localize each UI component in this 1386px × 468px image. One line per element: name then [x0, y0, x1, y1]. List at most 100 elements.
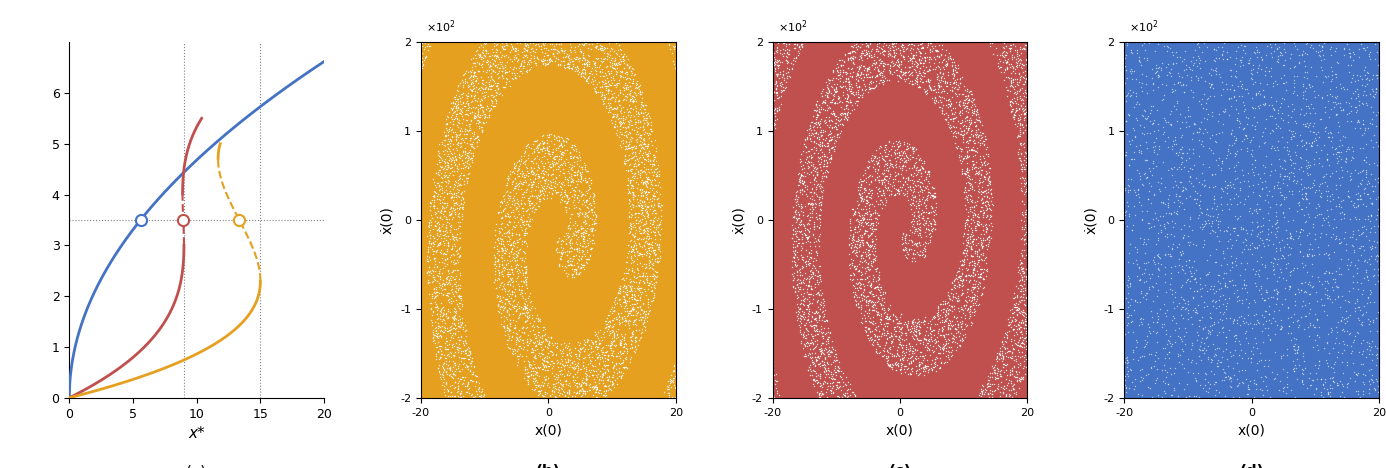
- Point: [891, 149, 913, 156]
- Point: [1003, 82, 1026, 89]
- Point: [636, 150, 658, 158]
- Point: [850, 322, 872, 329]
- Point: [647, 334, 669, 342]
- Point: [1170, 81, 1192, 89]
- Point: [647, 161, 669, 169]
- Point: [819, 61, 841, 68]
- Point: [523, 274, 545, 281]
- Point: [611, 137, 633, 144]
- Point: [1116, 359, 1138, 367]
- Point: [945, 263, 967, 270]
- Point: [865, 208, 887, 216]
- Point: [837, 78, 859, 86]
- Point: [478, 183, 500, 190]
- Point: [518, 39, 541, 47]
- Point: [1016, 198, 1038, 205]
- Point: [847, 344, 869, 352]
- Point: [980, 108, 1002, 115]
- Point: [502, 282, 524, 290]
- Point: [822, 60, 844, 67]
- Point: [1124, 382, 1146, 390]
- Point: [505, 99, 527, 106]
- Point: [797, 278, 819, 286]
- Point: [906, 107, 929, 114]
- Point: [492, 302, 514, 309]
- Point: [586, 131, 608, 138]
- Point: [769, 344, 791, 352]
- Point: [625, 107, 647, 115]
- Point: [947, 354, 969, 362]
- Point: [661, 223, 683, 231]
- Point: [1353, 88, 1375, 95]
- Point: [541, 64, 563, 72]
- Point: [977, 389, 999, 396]
- Point: [647, 245, 669, 253]
- Point: [773, 143, 796, 150]
- Point: [980, 349, 1002, 356]
- Point: [768, 270, 790, 277]
- Point: [906, 125, 929, 133]
- Point: [877, 184, 900, 191]
- Point: [940, 54, 962, 61]
- Point: [796, 234, 818, 241]
- Point: [575, 258, 597, 266]
- Point: [614, 160, 636, 167]
- Point: [1304, 148, 1326, 155]
- Point: [854, 345, 876, 353]
- Point: [994, 273, 1016, 281]
- Point: [811, 133, 833, 140]
- Point: [656, 365, 678, 372]
- Point: [570, 345, 592, 353]
- Point: [536, 223, 559, 230]
- Point: [991, 311, 1013, 319]
- Point: [900, 119, 922, 127]
- Point: [1016, 192, 1038, 199]
- Point: [782, 96, 804, 104]
- Point: [782, 64, 804, 72]
- Point: [579, 84, 602, 92]
- Point: [1285, 72, 1307, 80]
- Point: [858, 367, 880, 375]
- Point: [977, 380, 999, 387]
- Point: [1351, 286, 1374, 293]
- Point: [624, 274, 646, 281]
- Point: [886, 130, 908, 137]
- Point: [880, 282, 902, 289]
- Point: [617, 373, 639, 380]
- Point: [818, 142, 840, 149]
- Point: [965, 147, 987, 154]
- Point: [783, 71, 805, 78]
- Point: [633, 288, 656, 295]
- Point: [496, 187, 518, 195]
- Point: [506, 127, 528, 135]
- Point: [531, 211, 553, 219]
- Point: [794, 342, 816, 349]
- Point: [934, 258, 956, 265]
- Point: [791, 42, 814, 49]
- Point: [969, 207, 991, 215]
- Point: [845, 240, 868, 248]
- Point: [904, 277, 926, 285]
- Point: [1358, 385, 1380, 393]
- Point: [877, 76, 900, 83]
- Point: [845, 355, 868, 363]
- Point: [866, 47, 888, 55]
- Point: [520, 348, 542, 356]
- Point: [765, 129, 787, 136]
- Point: [514, 90, 536, 98]
- Point: [804, 45, 826, 52]
- Point: [1008, 105, 1030, 113]
- Point: [1314, 285, 1336, 292]
- Point: [960, 183, 983, 191]
- Point: [977, 150, 999, 158]
- Point: [837, 208, 859, 216]
- Point: [450, 164, 473, 172]
- Point: [484, 87, 506, 94]
- Point: [1224, 212, 1246, 219]
- Point: [1001, 152, 1023, 159]
- Point: [814, 52, 836, 60]
- Point: [1002, 190, 1024, 197]
- Point: [532, 281, 554, 288]
- Point: [1282, 343, 1304, 350]
- Point: [642, 191, 664, 199]
